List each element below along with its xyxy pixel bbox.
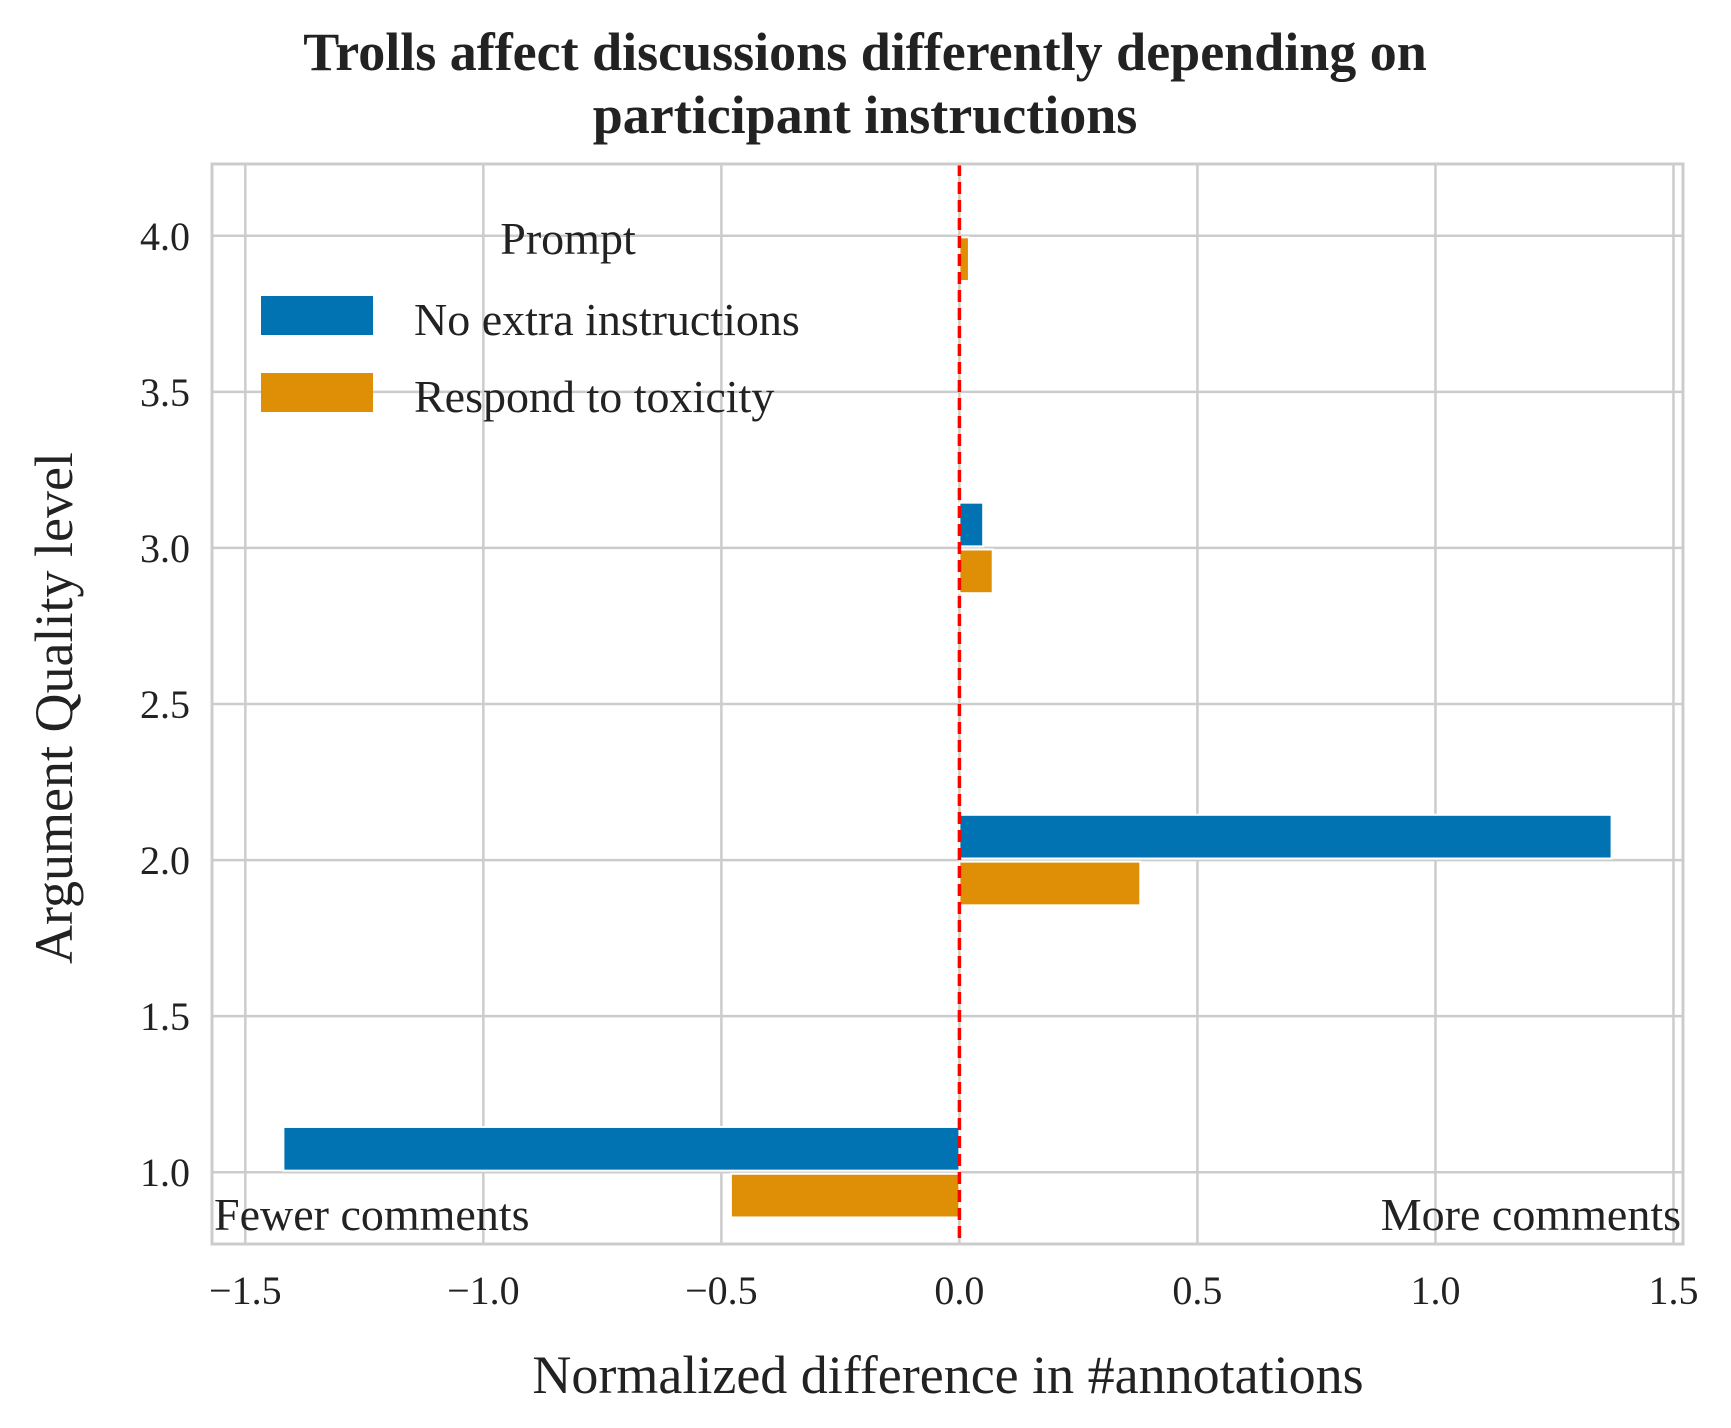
bar-no-extra-instructions-2 [958,813,1613,860]
y-tick-label: 1.0 [140,1150,190,1195]
legend-swatch-respond-to-toxicity [261,373,373,412]
y-tick-labels: 1.0 1.5 2.0 2.5 3.0 3.5 4.0 [140,214,190,1195]
bar-no-extra-instructions-3 [958,501,985,548]
x-tick-label: 1.5 [1648,1268,1698,1313]
y-tick-label: 2.5 [140,682,190,727]
chart-title: Trolls affect discussions differently de… [303,22,1427,145]
fewer-comments-annotation: Fewer comments [214,1189,530,1240]
plot-frame [210,162,1685,1246]
x-tick-label: −0.5 [685,1268,758,1313]
x-tick-label: −1.5 [209,1268,282,1313]
y-tick-label: 3.0 [140,526,190,571]
legend-label-no-extra-instructions: No extra instructions [414,294,800,345]
grid-lines [212,164,1683,1244]
x-tick-label: 0.0 [934,1268,984,1313]
y-tick-label: 3.5 [140,370,190,415]
bar-respond-to-toxicity-2 [958,860,1142,907]
legend: Prompt No extra instructions Respond to … [261,213,800,422]
x-tick-label: −1.0 [447,1268,520,1313]
more-comments-annotation: More comments [1381,1189,1681,1240]
x-tick-label: 1.0 [1410,1268,1460,1313]
bar-respond-to-toxicity-3 [958,548,994,595]
y-tick-label: 2.0 [140,838,190,883]
chart-title-line-2: participant instructions [593,85,1138,145]
bar-no-extra-instructions-1 [282,1125,961,1172]
chart-title-line-1: Trolls affect discussions differently de… [303,22,1427,82]
legend-title: Prompt [500,213,636,264]
legend-swatch-no-extra-instructions [261,296,373,335]
y-axis-label: Argument Quality level [24,452,84,964]
bar-respond-to-toxicity-1 [729,1172,961,1219]
y-tick-label: 4.0 [140,214,190,259]
x-tick-label: 0.5 [1172,1268,1222,1313]
y-tick-label: 1.5 [140,994,190,1039]
x-axis-label: Normalized difference in #annotations [532,1345,1363,1405]
x-tick-labels: −1.5 −1.0 −0.5 0.0 0.5 1.0 1.5 [209,1268,1698,1313]
legend-label-respond-to-toxicity: Respond to toxicity [414,371,774,422]
bars [282,236,1613,1219]
